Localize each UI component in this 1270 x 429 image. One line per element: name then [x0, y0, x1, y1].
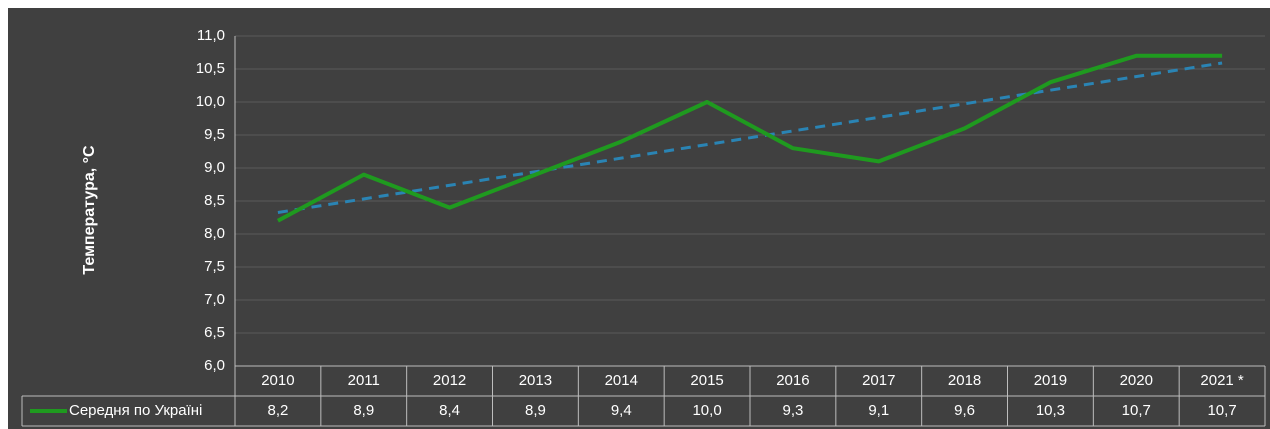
- legend-label: Середня по Україні: [69, 402, 202, 419]
- y-tick-label: 9,5: [204, 126, 225, 143]
- data-label: 9,3: [782, 402, 803, 419]
- x-tick-label: 2015: [690, 372, 723, 389]
- y-tick-label: 6,0: [204, 357, 225, 374]
- x-tick-label: 2013: [519, 372, 552, 389]
- x-tick-label: 2016: [776, 372, 809, 389]
- y-tick-label: 6,5: [204, 324, 225, 341]
- trendline: [277, 61, 1223, 214]
- data-label: 10,7: [1122, 402, 1151, 419]
- data-label: 9,6: [954, 402, 975, 419]
- y-tick-label: 8,0: [204, 225, 225, 242]
- data-label: 10,7: [1207, 402, 1236, 419]
- x-tick-label: 2019: [1034, 372, 1067, 389]
- x-tick-label: 2014: [605, 372, 638, 389]
- x-tick-label: 2020: [1120, 372, 1153, 389]
- x-tick-label: 2012: [433, 372, 466, 389]
- x-tick-label: 2011: [348, 372, 380, 389]
- data-label: 10,3: [1036, 402, 1065, 419]
- y-tick-label: 10,0: [196, 93, 225, 110]
- y-tick-label: 7,0: [204, 291, 225, 308]
- data-label: 8,9: [353, 402, 374, 419]
- x-tick-label: 2010: [261, 372, 294, 389]
- data-label: 8,9: [525, 402, 546, 419]
- y-tick-label: 10,5: [196, 60, 225, 77]
- data-label: 8,2: [267, 402, 288, 419]
- y-tick-label: 9,0: [204, 159, 225, 176]
- y-tick-label: 8,5: [204, 192, 225, 209]
- data-label: 8,4: [439, 402, 460, 419]
- y-tick-label: 7,5: [204, 258, 225, 275]
- x-tick-label: 2017: [862, 372, 895, 389]
- x-tick-label: 2021 *: [1200, 372, 1244, 389]
- data-label: 9,1: [868, 402, 889, 419]
- x-tick-label: 2018: [948, 372, 981, 389]
- y-axis-title: Температура, °C: [81, 145, 98, 275]
- line-series: [276, 53, 1223, 223]
- data-label: 9,4: [611, 402, 632, 419]
- y-tick-label: 11,0: [197, 27, 225, 44]
- data-label: 10,0: [692, 402, 721, 419]
